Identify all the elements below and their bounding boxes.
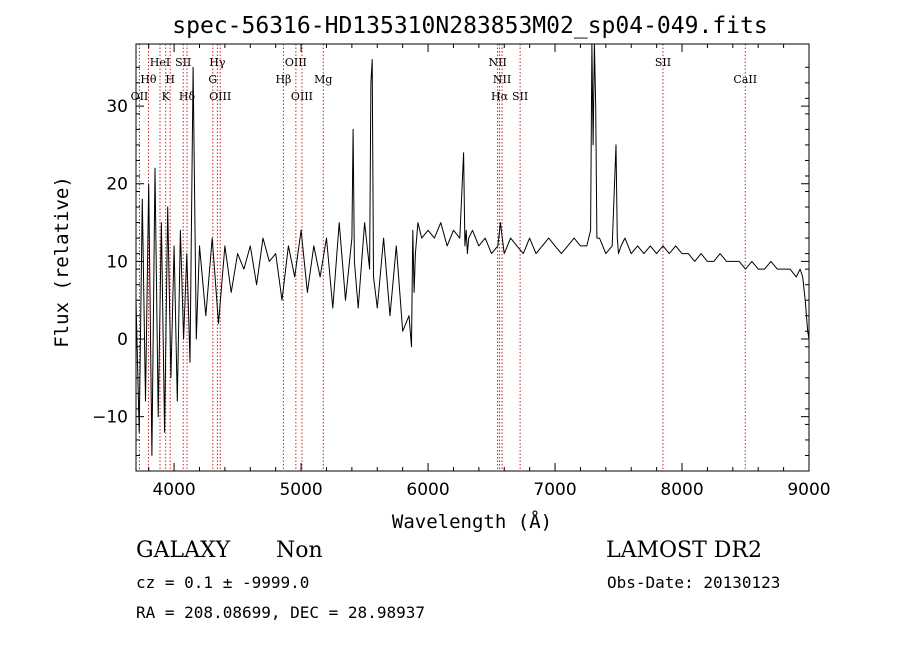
emission-line-markers: OIIHθHeIKHSIIHδHγGOIIIHβOIIIOIIIMgNIINII… (131, 44, 757, 471)
plot-frame (135, 43, 810, 472)
y-tick-label: 30 (106, 97, 128, 117)
x-tick-label: 9000 (787, 480, 830, 500)
emission-line-label-0: OII (131, 90, 149, 103)
emission-line-label-15: NII (493, 73, 511, 86)
emission-line-label-10: Hβ (275, 73, 291, 86)
emission-line-label-16: Hα (491, 90, 509, 103)
emission-line-label-17: SII (512, 90, 528, 103)
x-tick-label: 6000 (406, 480, 449, 500)
axes: 4000 5000 6000 7000 8000 9000 −10 0 10 20 30 (92, 44, 831, 500)
x-tick-label: 8000 (660, 480, 703, 500)
emission-line-label-2: HeI (150, 56, 170, 69)
chart-title: spec-56316-HD135310N283853M02_sp04-049.f… (172, 13, 767, 39)
emission-line-label-4: H (165, 73, 175, 86)
emission-line-label-12: OIII (291, 90, 313, 103)
emission-line-label-5: SII (175, 56, 191, 69)
x-tick-label: 7000 (533, 480, 576, 500)
emission-line-label-11: OIII (285, 56, 307, 69)
emission-line-label-13: Mg (314, 73, 332, 86)
spectrum-trace (135, 43, 810, 456)
y-tick-label: 0 (117, 330, 128, 350)
class-label: GALAXY (136, 538, 231, 563)
emission-line-label-19: CaII (733, 73, 757, 86)
emission-line-label-14: NII (488, 56, 506, 69)
redshift-text: cz = 0.1 ± -9999.0 (136, 573, 310, 592)
emission-line-label-7: Hγ (209, 56, 226, 69)
y-tick-label: 20 (106, 175, 128, 195)
emission-line-label-3: K (162, 90, 171, 103)
x-axis-label: Wavelength (Å) (392, 510, 552, 533)
spectrum-line (135, 43, 810, 456)
y-axis-label: Flux (relative) (51, 176, 73, 348)
emission-line-label-18: SII (655, 56, 671, 69)
x-tick-label: 5000 (279, 480, 322, 500)
emission-line-label-9: OIII (209, 90, 231, 103)
subclass-label: Non (276, 538, 323, 563)
y-tick-label: −10 (92, 408, 128, 428)
emission-line-label-1: Hθ (140, 73, 157, 86)
y-tick-label: 10 (106, 252, 128, 272)
radec-text: RA = 208.08699, DEC = 28.98937 (136, 603, 425, 622)
obs-date-text: Obs-Date: 20130123 (607, 573, 781, 592)
x-tick-label: 4000 (152, 480, 195, 500)
emission-line-label-8: G (208, 73, 217, 86)
emission-line-label-6: Hδ (179, 90, 196, 103)
survey-label: LAMOST DR2 (606, 538, 762, 563)
